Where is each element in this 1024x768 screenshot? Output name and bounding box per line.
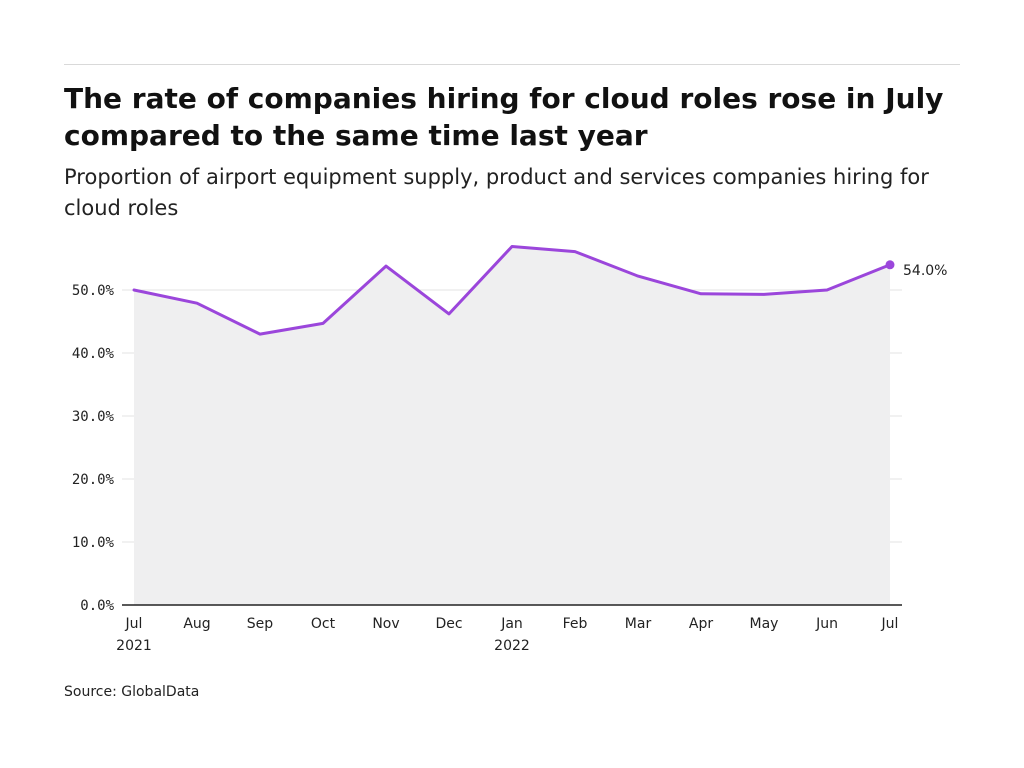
line-chart: 0.0% 10.0% 20.0% 30.0% 40.0% 50.0% Jul 2021 Aug…: [72, 245, 947, 654]
x-tick-label: May: [750, 616, 779, 632]
x-tick-label: Feb: [563, 616, 588, 632]
y-tick-label: 0.0%: [80, 598, 114, 614]
x-tick-year-label: 2021: [116, 638, 152, 654]
x-tick-label: Jul: [125, 616, 143, 632]
x-tick-label: Jun: [815, 616, 838, 632]
x-tick-label: Aug: [183, 616, 210, 632]
chart-title: The rate of companies hiring for cloud r…: [64, 82, 944, 152]
x-tick-label: Oct: [311, 616, 336, 632]
source-note: Source: GlobalData: [64, 684, 200, 700]
x-tick-label: Nov: [372, 616, 399, 632]
x-tick-label: Apr: [689, 616, 713, 632]
x-tick-label: Mar: [625, 616, 652, 632]
top-divider: [64, 64, 960, 65]
y-tick-label: 30.0%: [72, 409, 115, 425]
x-tick-label: Sep: [247, 616, 274, 632]
series-line: [132, 245, 892, 336]
y-tick-label: 40.0%: [72, 346, 115, 362]
x-tick-label: Jan: [500, 616, 523, 632]
y-tick-label: 10.0%: [72, 535, 115, 551]
y-axis-ticks: 0.0% 10.0% 20.0% 30.0% 40.0% 50.0%: [72, 283, 115, 614]
area-fill: [134, 246, 890, 605]
y-tick-label: 50.0%: [72, 283, 115, 299]
x-tick-label: Dec: [435, 616, 462, 632]
end-data-label: 54.0%: [903, 263, 947, 279]
end-point-marker: [885, 260, 895, 270]
x-tick-label: Jul: [881, 616, 899, 632]
chart-subtitle: Proportion of airport equipment supply, …: [64, 165, 929, 220]
x-axis-ticks: Jul 2021 Aug Sep Oct Nov Dec Jan 2022 Feb Mar Apr Ma…: [116, 616, 898, 654]
x-tick-year-label: 2022: [494, 638, 530, 654]
y-tick-label: 20.0%: [72, 472, 115, 488]
